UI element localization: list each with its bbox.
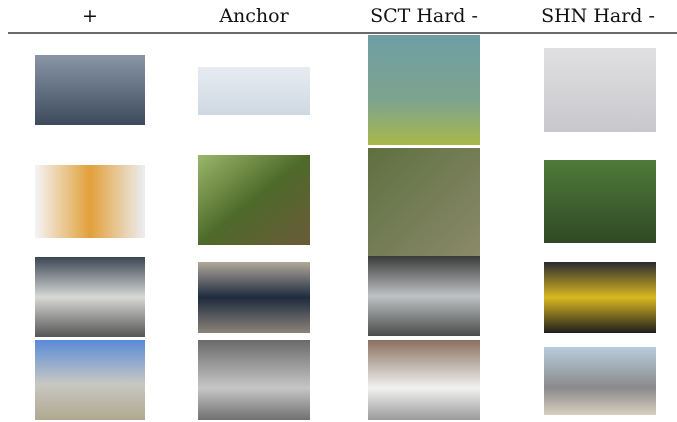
column-header: + [82, 5, 98, 27]
column-header: SHN Hard - [541, 5, 655, 27]
image [35, 55, 145, 125]
column-header: Anchor [218, 5, 289, 27]
image [544, 48, 656, 132]
image [35, 340, 145, 420]
image [35, 165, 145, 238]
image [198, 155, 310, 245]
image [368, 148, 480, 258]
image [198, 340, 310, 420]
image [544, 262, 656, 333]
image [198, 262, 310, 333]
image [368, 340, 480, 420]
image [35, 257, 145, 337]
image [198, 67, 310, 115]
column-header: SCT Hard - [370, 5, 478, 27]
image [544, 347, 656, 415]
image [368, 35, 480, 145]
image [544, 160, 656, 243]
image [368, 256, 480, 336]
